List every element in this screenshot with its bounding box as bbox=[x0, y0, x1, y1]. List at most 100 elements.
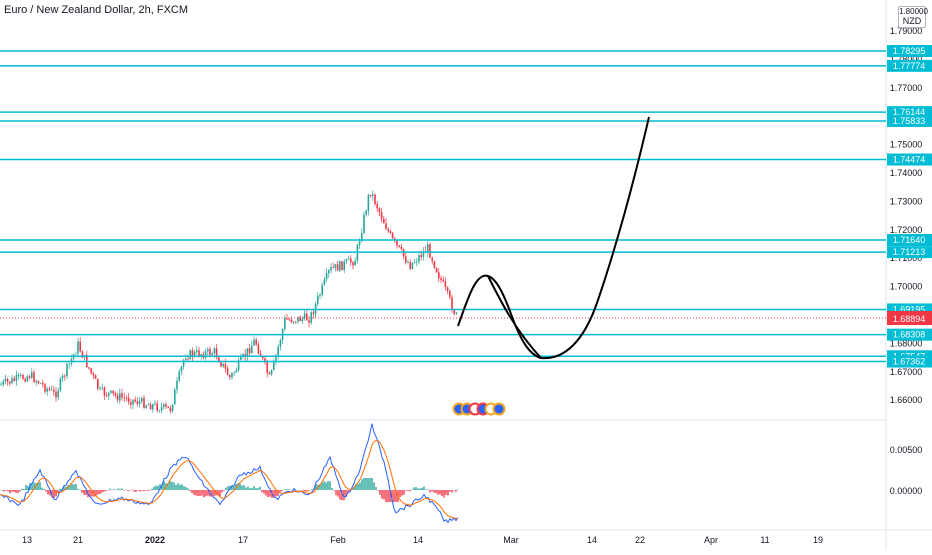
candle-body bbox=[59, 378, 62, 391]
candle-body bbox=[222, 363, 224, 367]
histogram-bar bbox=[63, 486, 65, 490]
histogram-bar bbox=[373, 482, 375, 490]
candle-body bbox=[246, 348, 249, 357]
level-label: 1.74474 bbox=[893, 155, 926, 165]
histogram-bar bbox=[335, 490, 337, 496]
histogram-bar bbox=[409, 490, 411, 492]
histogram-bar bbox=[419, 488, 421, 490]
histogram-bar bbox=[207, 490, 209, 496]
histogram-bar bbox=[45, 490, 47, 492]
histogram-bar bbox=[405, 490, 407, 491]
histogram-bar bbox=[33, 482, 35, 490]
candle-body bbox=[108, 392, 110, 396]
candle-body bbox=[77, 341, 79, 354]
indicator-tick: 0.00500 bbox=[890, 445, 923, 455]
histogram-bar bbox=[183, 486, 185, 490]
candle-body bbox=[380, 211, 383, 219]
candle-body bbox=[68, 363, 70, 365]
projection-alt-path[interactable] bbox=[487, 275, 542, 359]
histogram-bar bbox=[277, 490, 279, 496]
candle-body bbox=[103, 387, 106, 396]
histogram-bar bbox=[427, 489, 429, 490]
candle-body bbox=[169, 407, 172, 411]
level-badge bbox=[887, 59, 932, 72]
candle-body bbox=[39, 382, 42, 384]
histogram-bar bbox=[403, 490, 405, 495]
histogram-bar bbox=[281, 490, 283, 492]
histogram-bar bbox=[437, 490, 439, 495]
candle-body bbox=[15, 375, 18, 381]
price-axis[interactable]: 1.790001.780001.770001.760001.750001.740… bbox=[890, 26, 923, 405]
histogram-bar bbox=[227, 486, 229, 490]
histogram-bar bbox=[431, 490, 433, 492]
candle-body bbox=[136, 401, 139, 404]
histogram-bar bbox=[133, 490, 135, 492]
price-tick: 1.72000 bbox=[890, 225, 923, 235]
horizontal-levels[interactable] bbox=[0, 50, 886, 363]
candle-body bbox=[284, 318, 286, 330]
histogram-bar bbox=[421, 487, 423, 490]
candle-body bbox=[178, 371, 180, 381]
histogram-bar bbox=[115, 489, 117, 491]
symbol-title[interactable]: Euro / New Zealand Dollar, 2h, FXCM bbox=[4, 4, 189, 16]
histogram-bar bbox=[339, 490, 341, 500]
candle-body bbox=[130, 402, 132, 405]
candle-body bbox=[53, 389, 55, 392]
candle-body bbox=[46, 388, 48, 392]
candle-body bbox=[277, 346, 279, 356]
histogram-bar bbox=[333, 490, 335, 491]
histogram-bar bbox=[159, 484, 161, 490]
time-axis[interactable]: 13 21 2022 17 Feb 14 Mar 14 22 Apr 11 19 bbox=[22, 535, 823, 545]
histogram-bar bbox=[365, 478, 367, 490]
candle-body bbox=[101, 387, 103, 389]
histogram-bar bbox=[47, 490, 49, 495]
event-icon[interactable] bbox=[492, 402, 506, 416]
candle-body bbox=[442, 279, 444, 282]
candle-body bbox=[110, 390, 112, 393]
candle-body bbox=[6, 378, 9, 382]
histogram-bar bbox=[415, 487, 417, 490]
histogram-bar bbox=[429, 490, 431, 493]
histogram-bar bbox=[49, 490, 51, 496]
candle-body bbox=[292, 321, 295, 323]
histogram-bar bbox=[435, 490, 437, 494]
histogram-bar bbox=[107, 490, 109, 491]
candle-body bbox=[9, 381, 11, 384]
candle-body bbox=[224, 363, 227, 369]
candle-body bbox=[220, 362, 222, 367]
level-label: 1.68308 bbox=[893, 330, 926, 340]
histogram-bar bbox=[57, 490, 59, 493]
histogram-bar bbox=[217, 490, 219, 496]
histogram-bar bbox=[237, 483, 239, 490]
histogram-bar bbox=[447, 490, 449, 496]
candle-body bbox=[433, 261, 436, 269]
candle-body bbox=[180, 366, 183, 372]
level-badge bbox=[887, 153, 932, 166]
candle-body bbox=[262, 356, 264, 359]
histogram-bar bbox=[247, 486, 249, 490]
histogram-bar bbox=[353, 486, 355, 490]
candle-body bbox=[143, 397, 145, 408]
histogram-bar bbox=[393, 490, 395, 502]
candle-body bbox=[251, 345, 253, 354]
candle-body bbox=[270, 370, 273, 375]
histogram-bar bbox=[451, 490, 453, 493]
projection-path[interactable] bbox=[457, 116, 650, 360]
histogram-bar bbox=[385, 490, 387, 502]
histogram-bar bbox=[77, 489, 79, 490]
histogram-bar bbox=[283, 489, 285, 491]
event-icons[interactable] bbox=[452, 402, 506, 416]
candle-body bbox=[66, 363, 68, 377]
histogram-bar bbox=[7, 490, 9, 492]
candle-body bbox=[253, 339, 255, 346]
candle-body bbox=[90, 368, 92, 374]
histogram-bar bbox=[363, 478, 365, 490]
level-label: 1.75833 bbox=[893, 116, 926, 126]
histogram-bar bbox=[71, 484, 73, 490]
candle-body bbox=[332, 267, 334, 268]
histogram-bar bbox=[329, 481, 331, 490]
histogram-bar bbox=[433, 490, 435, 493]
candle-body bbox=[198, 350, 200, 357]
